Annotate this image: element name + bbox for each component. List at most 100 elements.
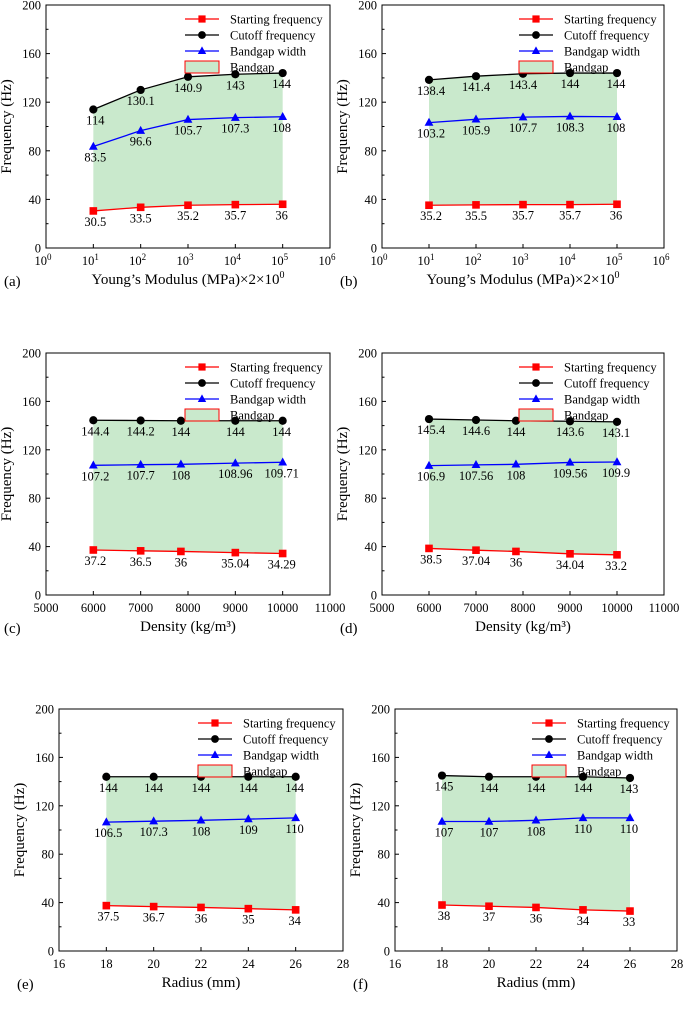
x-tick-label: 16 (389, 957, 402, 971)
cutoff-point (437, 771, 447, 780)
x-tick-label: 26 (289, 957, 302, 971)
legend-width-label: Bandgap width (577, 749, 654, 763)
bandgap-region (93, 73, 283, 211)
bandgap-region (429, 419, 617, 555)
y-tick-label: 40 (42, 896, 55, 910)
cutoff-data-label: 144 (272, 425, 292, 439)
x-tick-label: 5000 (370, 601, 395, 615)
legend-cutoff-marker (532, 379, 540, 387)
cutoff-data-label: 144 (561, 77, 581, 91)
x-tick-label: 10000 (267, 601, 298, 615)
y-tick-label: 80 (29, 492, 42, 506)
legend-cutoff-marker (545, 735, 553, 743)
y-tick-label: 120 (22, 443, 41, 457)
x-axis-label: Radius (mm) (497, 975, 576, 991)
legend-width-label: Bandgap width (243, 749, 320, 763)
starting-point (184, 201, 192, 210)
starting-data-label: 36 (530, 911, 543, 925)
width-point (511, 459, 521, 468)
width-data-label: 109.56 (553, 466, 587, 480)
width-data-label: 83.5 (84, 151, 106, 165)
width-data-label: 108 (272, 121, 291, 135)
legend-bandgap-label: Bandgap (564, 61, 608, 75)
cutoff-point (278, 416, 287, 425)
width-data-label: 107.3 (140, 825, 168, 839)
y-tick-label: 80 (365, 492, 378, 506)
legend-width-marker (544, 750, 554, 758)
starting-data-label: 30.5 (84, 215, 106, 229)
starting-point (438, 901, 446, 909)
cutoff-data-label: 144 (99, 781, 119, 795)
cutoff-point (278, 68, 287, 78)
width-data-label: 96.6 (130, 135, 152, 149)
legend-bandgap-label: Bandgap (243, 765, 287, 779)
starting-data-label: 36 (275, 208, 288, 222)
legend: Starting frequency Cutoff frequency Bandga… (531, 717, 670, 779)
width-point (149, 816, 159, 825)
x-tick-label: 102 (129, 252, 146, 268)
x-tick-label: 8000 (511, 601, 536, 615)
y-tick-label: 80 (378, 848, 391, 862)
starting-data-label: 35.5 (465, 209, 487, 223)
y-tick-label: 160 (358, 47, 377, 61)
width-point (176, 459, 186, 468)
cutoff-point (136, 416, 145, 425)
width-data-label: 110 (574, 822, 592, 836)
width-data-label: 106.9 (417, 470, 445, 484)
cutoff-point (149, 772, 158, 781)
starting-data-label: 36 (175, 555, 188, 569)
starting-data-label: 35.7 (224, 209, 246, 223)
x-tick-label: 24 (577, 957, 590, 971)
width-point (484, 816, 494, 825)
width-data-label: 106.5 (94, 826, 122, 840)
legend-bandgap-label: Bandgap (230, 61, 274, 75)
cutoff-data-label: 144 (226, 425, 246, 439)
y-tick-label: 40 (29, 540, 42, 554)
starting-data-label: 34 (288, 914, 301, 928)
y-axis-label: Frequency (Hz) (12, 783, 28, 878)
starting-point (89, 207, 98, 215)
cutoff-point (471, 72, 481, 81)
cutoff-data-label: 143 (226, 78, 245, 92)
x-tick-label: 105 (271, 252, 289, 268)
width-point (565, 111, 575, 120)
cutoff-point (565, 68, 575, 78)
x-tick-label: 106 (653, 252, 671, 268)
starting-point (231, 548, 240, 557)
x-tick-label: 22 (195, 957, 208, 971)
legend-width-label: Bandgap width (230, 393, 307, 407)
width-data-label: 107.7 (127, 469, 155, 483)
y-tick-label: 80 (365, 144, 378, 158)
y-tick-label: 160 (22, 395, 41, 409)
width-point (471, 114, 481, 123)
cutoff-data-label: 114 (86, 113, 105, 127)
starting-point (532, 903, 540, 912)
y-tick-label: 120 (358, 96, 377, 110)
legend-bandgap-label: Bandgap (230, 409, 274, 423)
width-data-label: 105.7 (174, 124, 202, 138)
chart-panel-b: 35.2 35.5 35.7 35.7 36 103.2 105.9 107.7 108.3 10… (335, 0, 670, 290)
starting-data-label: 35.7 (559, 209, 581, 223)
width-data-label: 110 (620, 822, 638, 836)
x-tick-label: 18 (100, 957, 113, 971)
legend-cutoff-marker (532, 31, 540, 39)
legend-bandgap-swatch (518, 408, 554, 422)
legend-width-marker (531, 46, 541, 54)
width-point (471, 460, 481, 469)
y-tick-label: 40 (365, 193, 378, 207)
x-tick-label: 100 (35, 252, 53, 268)
starting-data-label: 38.5 (420, 552, 442, 566)
x-tick-label: 100 (371, 252, 389, 268)
bandgap-region (106, 776, 296, 910)
y-tick-label: 200 (35, 703, 54, 717)
y-tick-label: 200 (22, 0, 41, 13)
starting-point (425, 201, 433, 210)
legend-starting-marker (532, 15, 540, 23)
bandgap-region (93, 420, 283, 554)
starting-point (566, 200, 574, 209)
x-tick-label: 104 (224, 252, 242, 268)
cutoff-point (578, 772, 588, 781)
x-tick-label: 11000 (315, 601, 346, 615)
width-point (625, 813, 635, 822)
starting-point (177, 547, 185, 556)
